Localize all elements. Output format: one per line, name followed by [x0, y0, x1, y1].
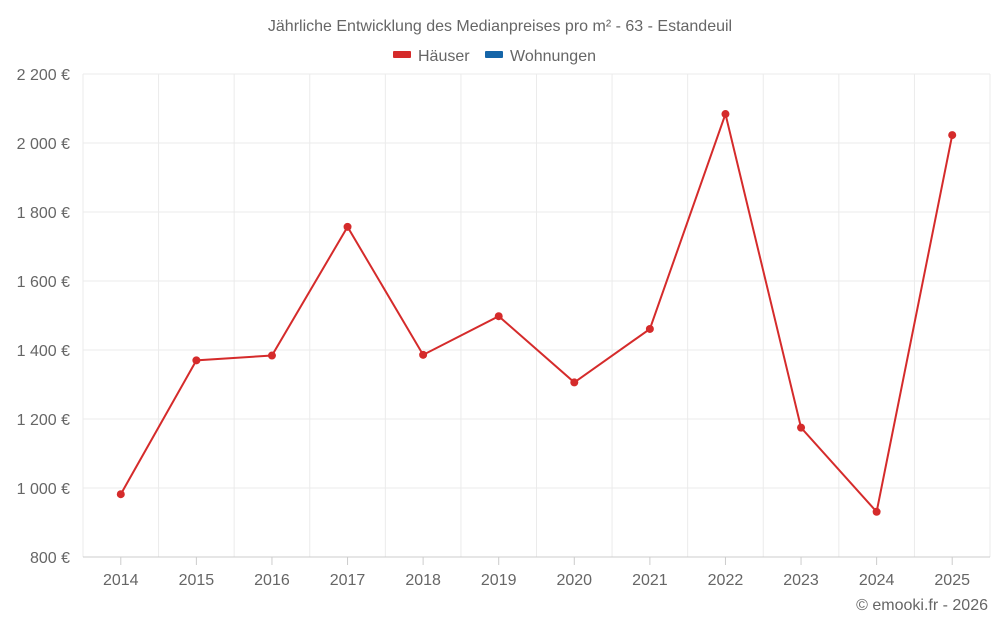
data-point-2024[interactable]	[872, 507, 881, 516]
data-point-2014[interactable]	[116, 490, 125, 499]
data-point-2019[interactable]	[494, 312, 503, 321]
legend-label-wohnungen: Wohnungen	[510, 48, 596, 65]
legend-item-haeuser[interactable]: Häuser	[393, 48, 470, 65]
y-tick-label: 1 800 €	[17, 205, 70, 222]
x-tick-label: 2016	[254, 572, 290, 589]
chart-title: Jährliche Entwicklung des Medianpreises …	[268, 18, 732, 35]
x-tick-label: 2017	[330, 572, 366, 589]
x-axis: 2014 2015 2016 2017 2018 2019 2020 2021 2022 2023…	[103, 557, 970, 589]
y-tick-label: 1 600 €	[17, 274, 70, 291]
x-tick-label: 2015	[179, 572, 215, 589]
y-tick-label: 2 200 €	[17, 67, 70, 84]
data-point-2018[interactable]	[419, 350, 428, 359]
x-tick-label: 2023	[783, 572, 819, 589]
data-point-2015[interactable]	[192, 356, 201, 365]
legend-swatch-wohnungen	[485, 51, 503, 58]
data-point-2023[interactable]	[797, 423, 806, 432]
data-point-2025[interactable]	[948, 131, 957, 140]
x-tick-label: 2022	[708, 572, 744, 589]
series-line-haeuser	[119, 110, 954, 514]
legend-label-haeuser: Häuser	[418, 48, 470, 65]
x-tick-label: 2014	[103, 572, 139, 589]
y-tick-label: 1 200 €	[17, 412, 70, 429]
data-point-2020[interactable]	[570, 378, 579, 387]
x-tick-label: 2020	[556, 572, 592, 589]
x-tick-label: 2025	[934, 572, 970, 589]
x-grid	[82, 74, 991, 557]
y-axis: 800 € 1 000 € 1 200 € 1 400 € 1 600 € 1 800 €…	[17, 67, 70, 567]
y-tick-label: 1 000 €	[17, 481, 70, 498]
x-tick-label: 2021	[632, 572, 668, 589]
y-tick-label: 2 000 €	[17, 136, 70, 153]
x-tick-label: 2024	[859, 572, 895, 589]
data-point-2016[interactable]	[267, 351, 276, 360]
legend: Häuser Wohnungen	[393, 48, 596, 65]
series-points-haeuser	[116, 110, 957, 516]
y-tick-label: 800 €	[30, 550, 70, 567]
data-point-2017[interactable]	[343, 222, 352, 231]
data-point-2021[interactable]	[645, 324, 654, 333]
legend-swatch-haeuser	[393, 51, 411, 58]
x-tick-label: 2019	[481, 572, 517, 589]
x-tick-label: 2018	[405, 572, 441, 589]
credit: © emooki.fr - 2026	[856, 597, 988, 614]
y-tick-label: 1 400 €	[17, 343, 70, 360]
data-point-2022[interactable]	[721, 110, 730, 119]
legend-item-wohnungen[interactable]: Wohnungen	[485, 48, 596, 65]
